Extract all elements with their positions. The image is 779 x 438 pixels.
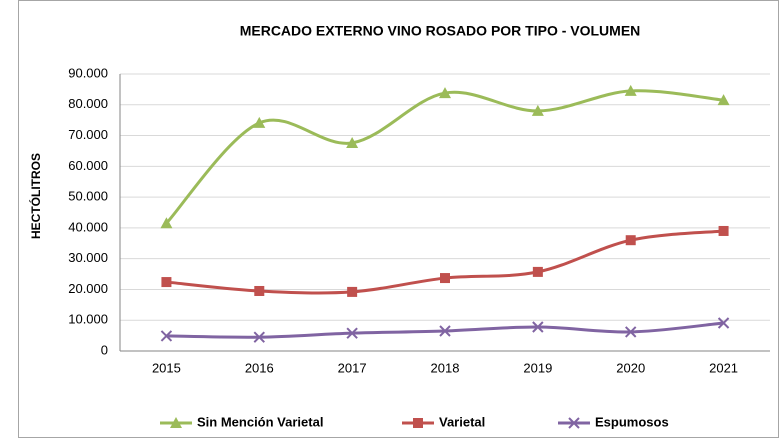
marker bbox=[439, 325, 451, 337]
x-tick-label: 2015 bbox=[152, 360, 181, 375]
y-tick-label: 20.000 bbox=[68, 281, 108, 296]
marker bbox=[439, 87, 451, 99]
marker bbox=[347, 286, 358, 297]
marker bbox=[440, 273, 450, 284]
legend-label: Espumosos bbox=[595, 414, 669, 429]
marker bbox=[625, 235, 636, 246]
marker bbox=[254, 285, 265, 296]
y-tick-label: 70.000 bbox=[68, 127, 108, 142]
marker bbox=[532, 321, 544, 333]
marker bbox=[346, 136, 359, 148]
marker bbox=[253, 331, 265, 343]
x-tick-label: 2017 bbox=[338, 360, 367, 375]
marker bbox=[160, 217, 173, 229]
marker bbox=[718, 225, 729, 236]
marker bbox=[717, 317, 730, 329]
x-tick-label: 2020 bbox=[616, 360, 645, 375]
y-tick-label: 10.000 bbox=[68, 312, 108, 327]
marker bbox=[161, 277, 172, 288]
y-tick-label: 60.000 bbox=[68, 158, 108, 173]
legend-marker bbox=[170, 417, 182, 428]
y-tick-label: 40.000 bbox=[68, 219, 108, 234]
chart-border bbox=[18, 0, 779, 438]
y-axis-label: HECTÓLITROS bbox=[28, 153, 43, 239]
legend-label: Varietal bbox=[439, 414, 485, 429]
marker bbox=[346, 327, 358, 339]
marker bbox=[253, 116, 266, 128]
x-tick-label: 2018 bbox=[431, 360, 460, 375]
y-tick-label: 50.000 bbox=[68, 189, 108, 204]
y-tick-label: 80.000 bbox=[68, 96, 108, 111]
chart-title: MERCADO EXTERNO VINO ROSADO POR TIPO - V… bbox=[240, 23, 641, 39]
marker bbox=[625, 326, 637, 338]
legend-marker bbox=[568, 417, 580, 429]
x-tick-label: 2021 bbox=[709, 360, 738, 375]
legend-marker bbox=[413, 418, 423, 428]
x-tick-label: 2016 bbox=[245, 360, 274, 375]
y-tick-label: 90.000 bbox=[68, 65, 108, 80]
marker bbox=[532, 266, 543, 277]
y-tick-label: 30.000 bbox=[68, 250, 108, 265]
marker bbox=[160, 330, 173, 342]
marker bbox=[624, 84, 637, 96]
y-tick-label: 0 bbox=[101, 342, 108, 357]
marker bbox=[717, 94, 730, 106]
x-tick-label: 2019 bbox=[523, 360, 552, 375]
marker bbox=[531, 104, 544, 116]
legend-label: Sin Mención Varietal bbox=[197, 414, 323, 429]
